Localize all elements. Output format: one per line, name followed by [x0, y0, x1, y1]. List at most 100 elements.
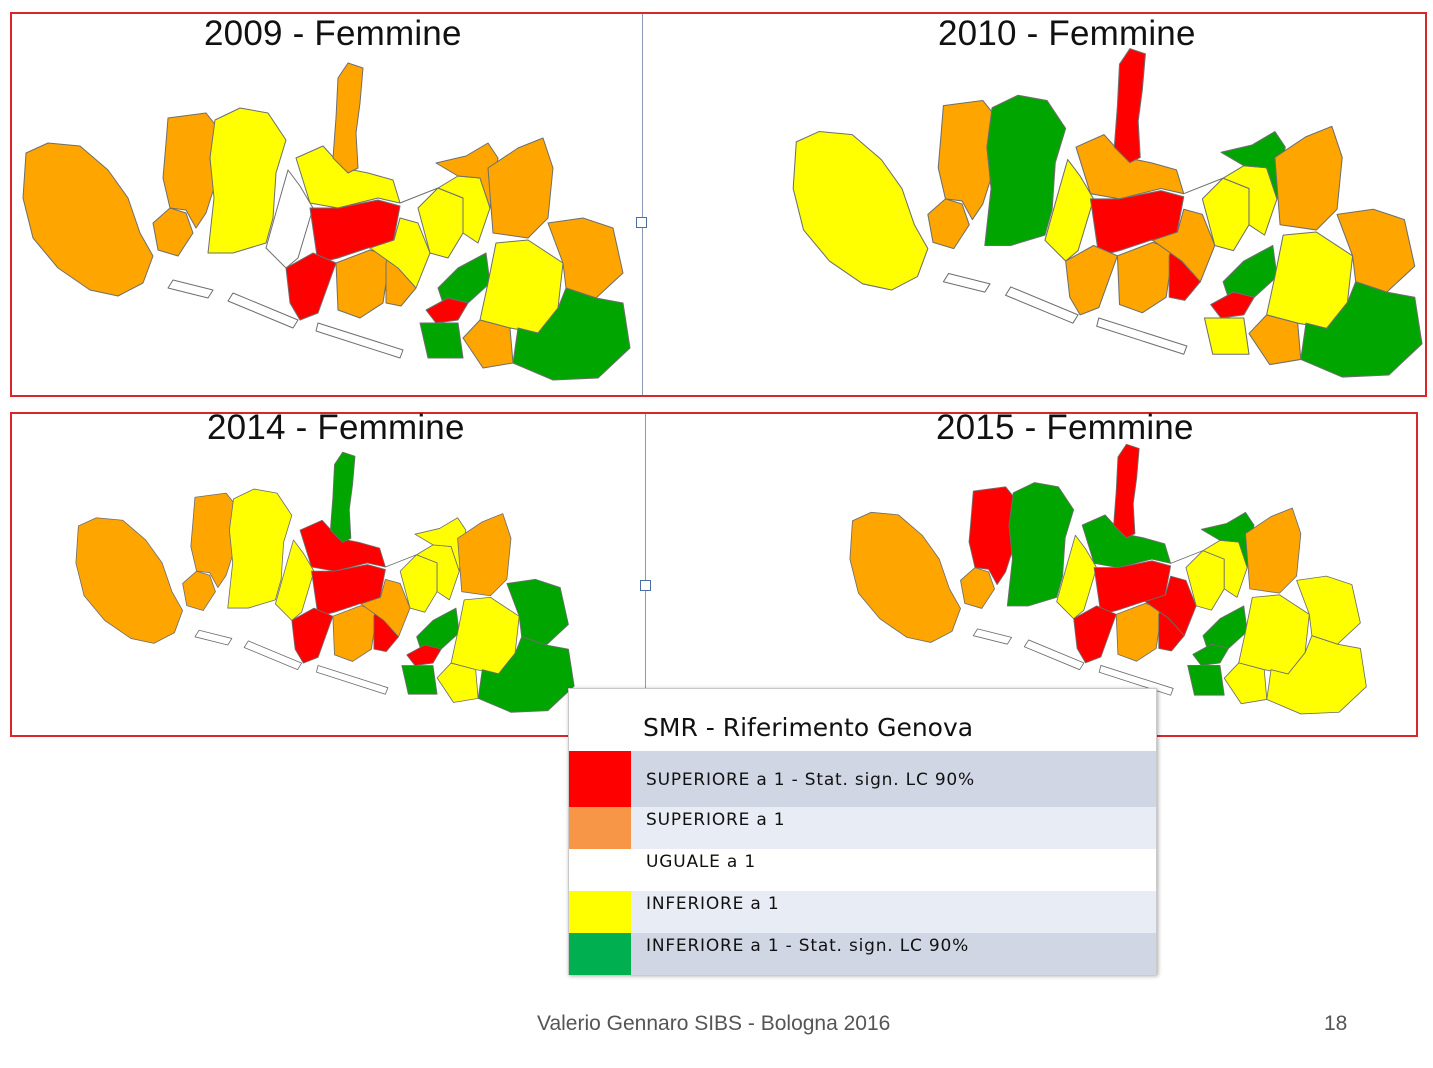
- district-14: [399, 175, 491, 244]
- harbour-outline: [315, 322, 404, 359]
- top-resize-handle[interactable]: [636, 217, 647, 228]
- district-14: [1170, 539, 1248, 598]
- district-23: [1300, 281, 1423, 378]
- map-title-2015: 2015 - Femmine: [936, 408, 1194, 447]
- legend-swatch: [569, 891, 631, 933]
- legend-row: SUPERIORE a 1 - Stat. sign. LC 90%: [569, 751, 1156, 807]
- choropleth-map-2009: [22, 62, 631, 381]
- legend-label: INFERIORE a 1: [646, 894, 780, 914]
- district-1: [75, 517, 184, 644]
- harbour-outline: [1098, 665, 1174, 696]
- bottom-resize-handle[interactable]: [640, 580, 651, 591]
- choropleth-map-2015: [849, 443, 1367, 715]
- district-19: [457, 513, 512, 597]
- district-10: [1116, 241, 1174, 314]
- district-18: [419, 322, 464, 359]
- harbour-outline: [194, 629, 233, 646]
- district-19: [1245, 507, 1302, 594]
- district-10: [1115, 602, 1163, 662]
- legend-swatch: [569, 849, 631, 891]
- district-4: [207, 107, 287, 254]
- district-12: [369, 217, 431, 289]
- legend-row: INFERIORE a 1 - Stat. sign. LC 90%: [569, 933, 1156, 975]
- district-19: [1274, 125, 1343, 231]
- district-9: [291, 607, 334, 664]
- district-2: [927, 198, 970, 250]
- legend-label: INFERIORE a 1 - Stat. sign. LC 90%: [646, 936, 970, 956]
- district-18: [1203, 317, 1250, 355]
- district-22: [1296, 575, 1361, 645]
- district-9: [285, 252, 337, 321]
- harbour-outline: [167, 279, 214, 299]
- district-12: [1144, 575, 1197, 637]
- top-maps-frame: [10, 12, 1427, 397]
- district-4: [227, 488, 293, 609]
- district-14: [1183, 165, 1278, 236]
- legend-label: SUPERIORE a 1: [646, 810, 786, 830]
- district-7: [1113, 443, 1140, 539]
- district-7: [329, 451, 356, 543]
- district-21: [462, 319, 514, 369]
- legend-title: SMR - Riferimento Genova: [643, 713, 974, 742]
- map-title-2014: 2014 - Femmine: [207, 408, 465, 447]
- district-10: [335, 249, 391, 319]
- district-22: [506, 578, 569, 646]
- harbour-outline: [972, 628, 1012, 645]
- district-9: [1065, 244, 1118, 316]
- legend-row: SUPERIORE a 1: [569, 807, 1156, 849]
- district-22: [547, 217, 624, 299]
- harbour-outline: [942, 272, 991, 293]
- choropleth-map-2014: [75, 451, 575, 713]
- legend-swatch: [569, 933, 631, 975]
- harbour-outline: [243, 640, 303, 671]
- map-title-2009: 2009 - Femmine: [204, 14, 462, 53]
- harbour-outline: [1005, 286, 1079, 324]
- harbour-outline: [1023, 639, 1085, 671]
- footer-author: Valerio Gennaro SIBS - Bologna 2016: [537, 1012, 891, 1035]
- legend-label: UGUALE a 1: [646, 852, 756, 872]
- harbour-outline: [227, 292, 299, 329]
- legend-row: UGUALE a 1: [569, 849, 1156, 891]
- district-2: [960, 567, 995, 609]
- district-23: [512, 287, 631, 381]
- legend-panel: SMR - Riferimento Genova SUPERIORE a 1 -…: [568, 688, 1157, 975]
- district-2: [152, 207, 194, 257]
- district-17: [406, 644, 442, 666]
- district-14: [384, 544, 460, 601]
- harbour-outline: [316, 665, 389, 695]
- district-16: [1202, 605, 1248, 649]
- district-23: [477, 636, 575, 713]
- district-9: [1073, 605, 1117, 664]
- district-16: [437, 252, 491, 304]
- district-21: [1248, 314, 1302, 366]
- district-7: [1113, 48, 1146, 164]
- district-17: [1192, 643, 1229, 666]
- legend-label: SUPERIORE a 1 - Stat. sign. LC 90%: [646, 770, 975, 790]
- district-4: [984, 94, 1067, 247]
- district-1: [22, 142, 154, 297]
- harbour-outline: [1096, 317, 1188, 355]
- district-12: [1152, 208, 1216, 283]
- district-19: [487, 137, 554, 239]
- district-7: [332, 62, 364, 174]
- district-12: [360, 578, 411, 638]
- district-18: [1187, 665, 1225, 696]
- district-21: [436, 662, 479, 703]
- district-1: [792, 131, 929, 291]
- top-divider: [642, 14, 643, 395]
- district-4: [1006, 482, 1075, 607]
- district-18: [401, 665, 438, 695]
- district-22: [1336, 208, 1416, 293]
- district-2: [182, 570, 216, 611]
- legend-row: INFERIORE a 1: [569, 891, 1156, 933]
- district-16: [1222, 244, 1278, 298]
- district-1: [849, 511, 961, 643]
- choropleth-map-2010: [792, 48, 1423, 378]
- map-title-2010: 2010 - Femmine: [938, 14, 1196, 53]
- district-17: [425, 297, 469, 324]
- bottom-divider: [645, 414, 646, 688]
- district-23: [1266, 635, 1367, 715]
- district-16: [416, 607, 460, 650]
- legend-swatch: [569, 751, 631, 807]
- district-10: [332, 605, 378, 662]
